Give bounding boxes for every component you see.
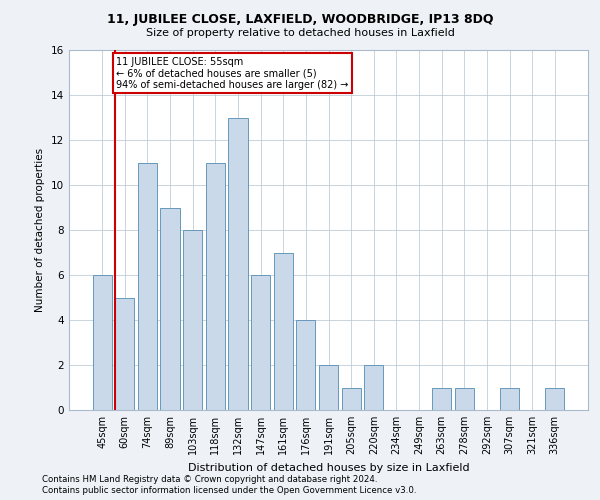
Bar — [229, 118, 248, 410]
Bar — [455, 388, 474, 410]
Text: 11, JUBILEE CLOSE, LAXFIELD, WOODBRIDGE, IP13 8DQ: 11, JUBILEE CLOSE, LAXFIELD, WOODBRIDGE,… — [107, 12, 493, 26]
Y-axis label: Number of detached properties: Number of detached properties — [35, 148, 46, 312]
Bar — [183, 230, 202, 410]
Text: 11 JUBILEE CLOSE: 55sqm
← 6% of detached houses are smaller (5)
94% of semi-deta: 11 JUBILEE CLOSE: 55sqm ← 6% of detached… — [116, 57, 349, 90]
Bar — [138, 162, 157, 410]
Text: Contains public sector information licensed under the Open Government Licence v3: Contains public sector information licen… — [42, 486, 416, 495]
Bar — [296, 320, 316, 410]
Bar — [274, 252, 293, 410]
Bar — [251, 275, 270, 410]
Bar — [432, 388, 451, 410]
Bar — [545, 388, 565, 410]
Bar — [500, 388, 519, 410]
Bar — [92, 275, 112, 410]
Bar — [206, 162, 225, 410]
Bar — [341, 388, 361, 410]
Bar — [364, 365, 383, 410]
Bar — [319, 365, 338, 410]
X-axis label: Distribution of detached houses by size in Laxfield: Distribution of detached houses by size … — [188, 462, 469, 472]
Bar — [160, 208, 180, 410]
Bar — [115, 298, 134, 410]
Text: Contains HM Land Registry data © Crown copyright and database right 2024.: Contains HM Land Registry data © Crown c… — [42, 475, 377, 484]
Text: Size of property relative to detached houses in Laxfield: Size of property relative to detached ho… — [146, 28, 454, 38]
